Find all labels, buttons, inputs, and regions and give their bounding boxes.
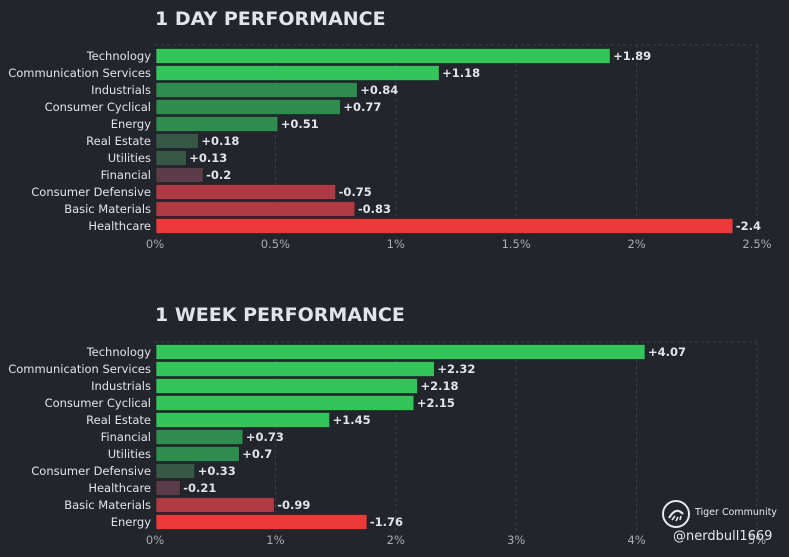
category-label: Basic Materials — [64, 202, 151, 216]
bar — [155, 429, 244, 445]
tick-label: 2% — [387, 533, 405, 547]
value-label: +0.84 — [360, 83, 398, 97]
value-label: +2.15 — [417, 396, 455, 410]
tick-label: 4% — [627, 533, 645, 547]
category-label: Industrials — [91, 83, 151, 97]
value-label: +0.51 — [281, 117, 319, 131]
value-label: +1.89 — [613, 49, 651, 63]
tick-label: 3% — [507, 533, 525, 547]
chart-title: 1 DAY PERFORMANCE — [155, 8, 386, 30]
bar — [155, 497, 275, 513]
chart-week: 1 WEEK PERFORMANCE Technology +4.07 Communi… — [8, 304, 766, 547]
tick-label: 1.5% — [502, 237, 531, 251]
category-label: Consumer Defensive — [31, 185, 151, 199]
tick-label: 0% — [146, 237, 164, 251]
tick-label: 0.5% — [261, 237, 290, 251]
category-label: Industrials — [91, 379, 151, 393]
value-label: +1.18 — [442, 66, 480, 80]
chart-title: 1 WEEK PERFORMANCE — [155, 304, 405, 326]
tick-label: 1% — [266, 533, 284, 547]
value-label: +2.18 — [420, 379, 458, 393]
value-label: +0.73 — [246, 430, 284, 444]
value-label: -1.76 — [370, 515, 403, 529]
value-label: -0.21 — [183, 481, 216, 495]
category-label: Healthcare — [88, 219, 151, 233]
bar — [155, 150, 187, 166]
bar — [155, 65, 440, 81]
bar — [155, 99, 341, 115]
tiger-logo-icon — [662, 500, 690, 528]
category-label: Consumer Defensive — [31, 464, 151, 478]
bar — [155, 48, 611, 64]
category-label: Utilities — [108, 151, 151, 165]
category-label: Communication Services — [8, 66, 151, 80]
value-label: +4.07 — [648, 345, 686, 359]
watermark-brand: Tiger Community — [695, 507, 777, 518]
category-label: Healthcare — [88, 481, 151, 495]
value-label: -2.4 — [736, 219, 761, 233]
bar — [155, 167, 204, 183]
value-label: +1.45 — [333, 413, 371, 427]
bar — [155, 463, 196, 479]
tick-label: 1% — [387, 237, 405, 251]
value-label: -0.75 — [339, 185, 372, 199]
bar — [155, 116, 279, 132]
value-label: -0.99 — [277, 498, 310, 512]
bar — [155, 82, 358, 98]
watermark: Tiger Community @nerdbull1669 — [660, 498, 785, 553]
category-label: Financial — [101, 430, 151, 444]
tick-label: 0% — [146, 533, 164, 547]
value-label: -0.83 — [358, 202, 391, 216]
value-label: +0.18 — [201, 134, 239, 148]
category-label: Energy — [111, 515, 151, 529]
bar — [155, 395, 415, 411]
bar — [155, 218, 734, 234]
category-label: Technology — [86, 345, 152, 359]
category-label: Real Estate — [86, 134, 151, 148]
category-label: Utilities — [108, 447, 151, 461]
tick-label: 2% — [627, 237, 645, 251]
category-label: Basic Materials — [64, 498, 151, 512]
bar — [155, 378, 418, 394]
category-label: Energy — [111, 117, 151, 131]
chart-day: 1 DAY PERFORMANCE Technology +1.89 Communic… — [8, 8, 771, 251]
tick-label: 2.5% — [742, 237, 771, 251]
category-label: Communication Services — [8, 362, 151, 376]
category-label: Consumer Cyclical — [45, 100, 151, 114]
category-label: Real Estate — [86, 413, 151, 427]
bar — [155, 201, 356, 217]
value-label: +0.77 — [343, 100, 381, 114]
bar — [155, 412, 330, 428]
watermark-handle: @nerdbull1669 — [673, 529, 773, 544]
category-label: Technology — [86, 49, 152, 63]
bar — [155, 133, 199, 149]
category-label: Consumer Cyclical — [45, 396, 151, 410]
category-label: Financial — [101, 168, 151, 182]
value-label: +2.32 — [437, 362, 475, 376]
bar — [155, 344, 646, 360]
value-label: +0.7 — [242, 447, 272, 461]
value-label: -0.2 — [206, 168, 231, 182]
tick-label: 5% — [748, 533, 766, 547]
bar — [155, 514, 368, 530]
bar — [155, 446, 240, 462]
bar — [155, 361, 435, 377]
bar — [155, 480, 181, 496]
value-label: +0.13 — [189, 151, 227, 165]
bar — [155, 184, 336, 200]
value-label: +0.33 — [198, 464, 236, 478]
